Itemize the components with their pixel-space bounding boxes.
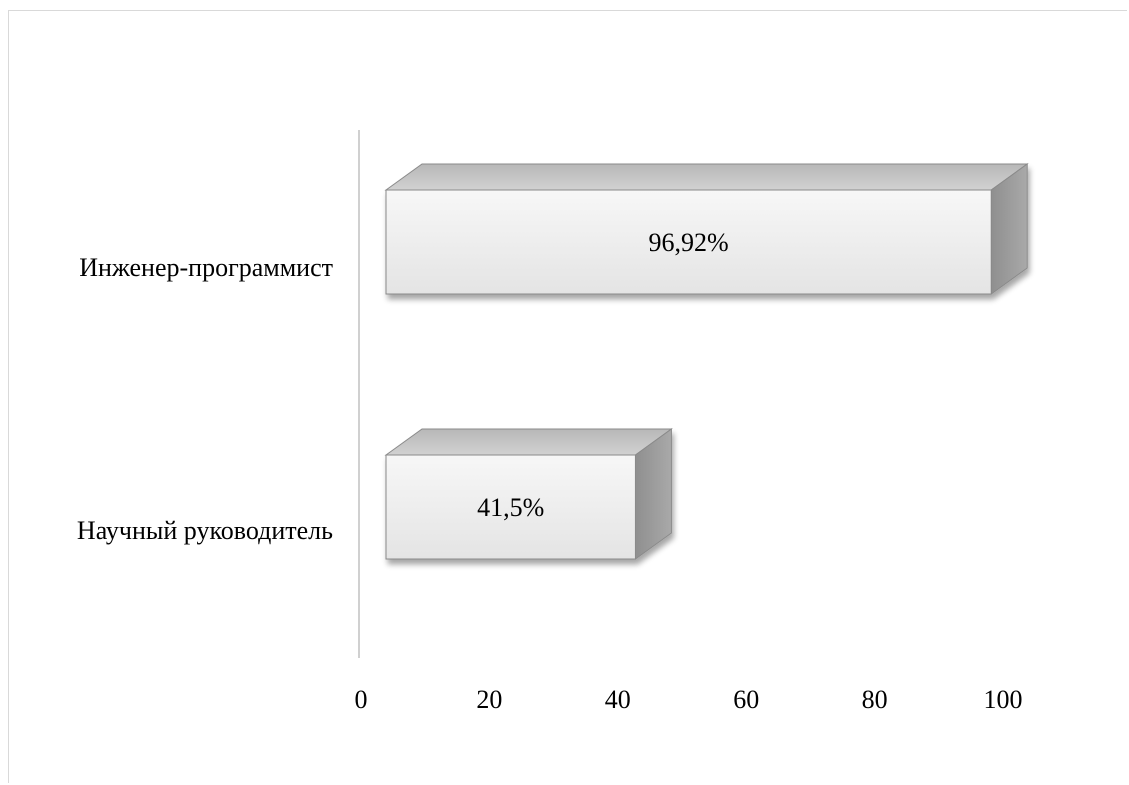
category-label: Инженер-программист bbox=[79, 253, 333, 282]
x-tick-label: 40 bbox=[605, 685, 631, 714]
bar-front-face bbox=[385, 189, 992, 295]
x-axis-ticks: 0 20 40 60 80 100 bbox=[355, 685, 1023, 714]
category-label: Научный руководитель bbox=[77, 516, 333, 545]
x-tick-label: 0 bbox=[355, 685, 368, 714]
bars-layer: 96,92% 41,5% bbox=[384, 163, 1029, 560]
x-tick-label: 60 bbox=[733, 685, 759, 714]
x-tick-label: 80 bbox=[862, 685, 888, 714]
bar-0 bbox=[384, 163, 1029, 295]
category-labels: Инженер-программист Научный руководитель bbox=[77, 253, 333, 545]
chart-frame bbox=[8, 10, 1127, 783]
bar-1 bbox=[384, 428, 673, 560]
bar-top-face bbox=[384, 163, 1029, 191]
bar-top-face bbox=[384, 428, 673, 456]
x-tick-label: 20 bbox=[476, 685, 502, 714]
data-label: 41,5% bbox=[477, 493, 544, 522]
bar-front-face bbox=[385, 454, 636, 560]
x-tick-label: 100 bbox=[984, 685, 1023, 714]
data-label: 96,92% bbox=[649, 228, 729, 257]
